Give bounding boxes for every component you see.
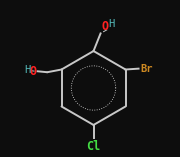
Text: O: O xyxy=(102,20,109,33)
Text: H: H xyxy=(108,19,114,29)
Text: Br: Br xyxy=(140,64,152,74)
Text: Cl: Cl xyxy=(86,140,101,153)
Text: H: H xyxy=(24,65,30,75)
Text: O: O xyxy=(29,65,36,78)
